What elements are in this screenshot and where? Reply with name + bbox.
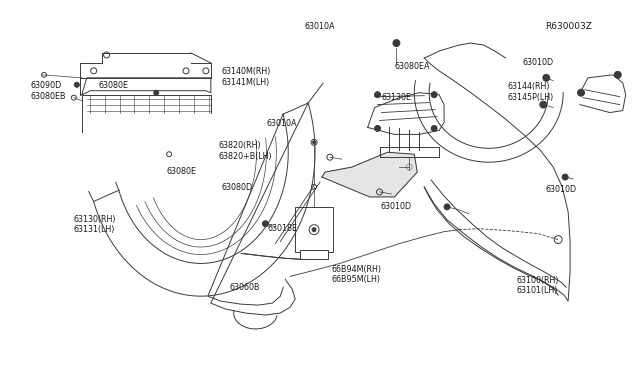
Circle shape [393,39,400,46]
Text: 63090D: 63090D [31,81,62,90]
Text: R630003Z: R630003Z [545,22,593,31]
Text: 63100(RH)
63101(LH): 63100(RH) 63101(LH) [517,276,559,295]
Polygon shape [322,152,417,197]
Text: 63060B: 63060B [230,283,260,292]
Text: 63080D: 63080D [221,183,253,192]
Circle shape [374,92,381,98]
Text: 63010D: 63010D [380,202,412,211]
Circle shape [431,125,437,131]
Text: 63080E: 63080E [99,81,129,90]
Text: 63140M(RH)
63141M(LH): 63140M(RH) 63141M(LH) [221,67,271,87]
Circle shape [562,174,568,180]
Circle shape [614,71,621,78]
Circle shape [374,125,381,131]
Circle shape [577,89,584,96]
Circle shape [543,74,550,81]
Circle shape [262,221,268,227]
Text: 63010A: 63010A [266,119,296,128]
Circle shape [312,141,316,144]
Text: 63130(RH)
63131(LH): 63130(RH) 63131(LH) [74,215,116,234]
Text: 63080E: 63080E [166,167,196,176]
Text: 66B94M(RH)
66B95M(LH): 66B94M(RH) 66B95M(LH) [332,265,381,284]
Text: 63144(RH)
63145P(LH): 63144(RH) 63145P(LH) [508,82,554,102]
Text: 63080EA: 63080EA [394,61,430,71]
Circle shape [431,92,437,98]
Circle shape [312,228,316,232]
Circle shape [154,90,159,95]
Text: 63010D: 63010D [545,185,577,194]
Circle shape [74,82,79,87]
Circle shape [540,101,547,108]
Bar [295,207,333,251]
Circle shape [444,204,450,210]
Text: 63010A: 63010A [305,22,335,31]
Text: 63080EB: 63080EB [31,92,67,101]
Text: 63018E: 63018E [268,224,298,233]
Bar [300,250,328,259]
Text: 63820(RH)
63820+B(LH): 63820(RH) 63820+B(LH) [218,141,272,161]
Text: 63130E: 63130E [381,93,412,102]
Text: 63010D: 63010D [522,58,553,67]
